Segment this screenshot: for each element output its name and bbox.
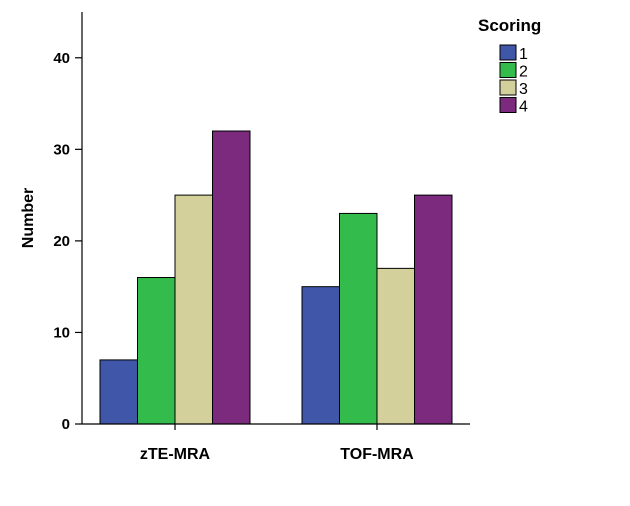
bar-zte-mra-4	[212, 130, 251, 425]
legend-swatch-1	[499, 44, 517, 61]
legend-label-2: 2	[519, 64, 528, 81]
x-category-label: zTE-MRA	[140, 446, 211, 463]
legend-label-3: 3	[519, 81, 528, 98]
bar-tof-mra-2	[339, 212, 378, 425]
y-tick-label: 40	[53, 50, 70, 67]
legend-title: Scoring	[478, 16, 541, 35]
bar-zte-mra-3	[174, 194, 213, 425]
legend-swatch-3	[499, 79, 517, 96]
legend-swatch-4	[499, 97, 517, 113]
y-axis-title: Number	[20, 188, 37, 248]
bar-tof-mra-4	[414, 194, 453, 425]
bar-zte-mra-2	[137, 277, 176, 425]
x-ticks-group: zTE-MRA TOF-MRA	[140, 424, 414, 463]
y-tick-label: 10	[53, 324, 70, 341]
bar-tof-mra-1	[301, 286, 340, 425]
y-tick-label: 0	[62, 416, 70, 433]
bars-group	[99, 130, 453, 425]
y-tick-label: 30	[53, 141, 70, 158]
legend-swatch-2	[499, 62, 517, 78]
x-category-label: TOF-MRA	[340, 446, 414, 463]
bar-tof-mra-3	[376, 267, 415, 425]
bar-zte-mra-1	[99, 359, 138, 425]
y-ticks-group: 0 10 20 30 40	[53, 50, 82, 433]
legend-label-4: 4	[519, 99, 528, 116]
legend-label-1: 1	[519, 46, 528, 63]
y-tick-label: 20	[53, 233, 70, 250]
